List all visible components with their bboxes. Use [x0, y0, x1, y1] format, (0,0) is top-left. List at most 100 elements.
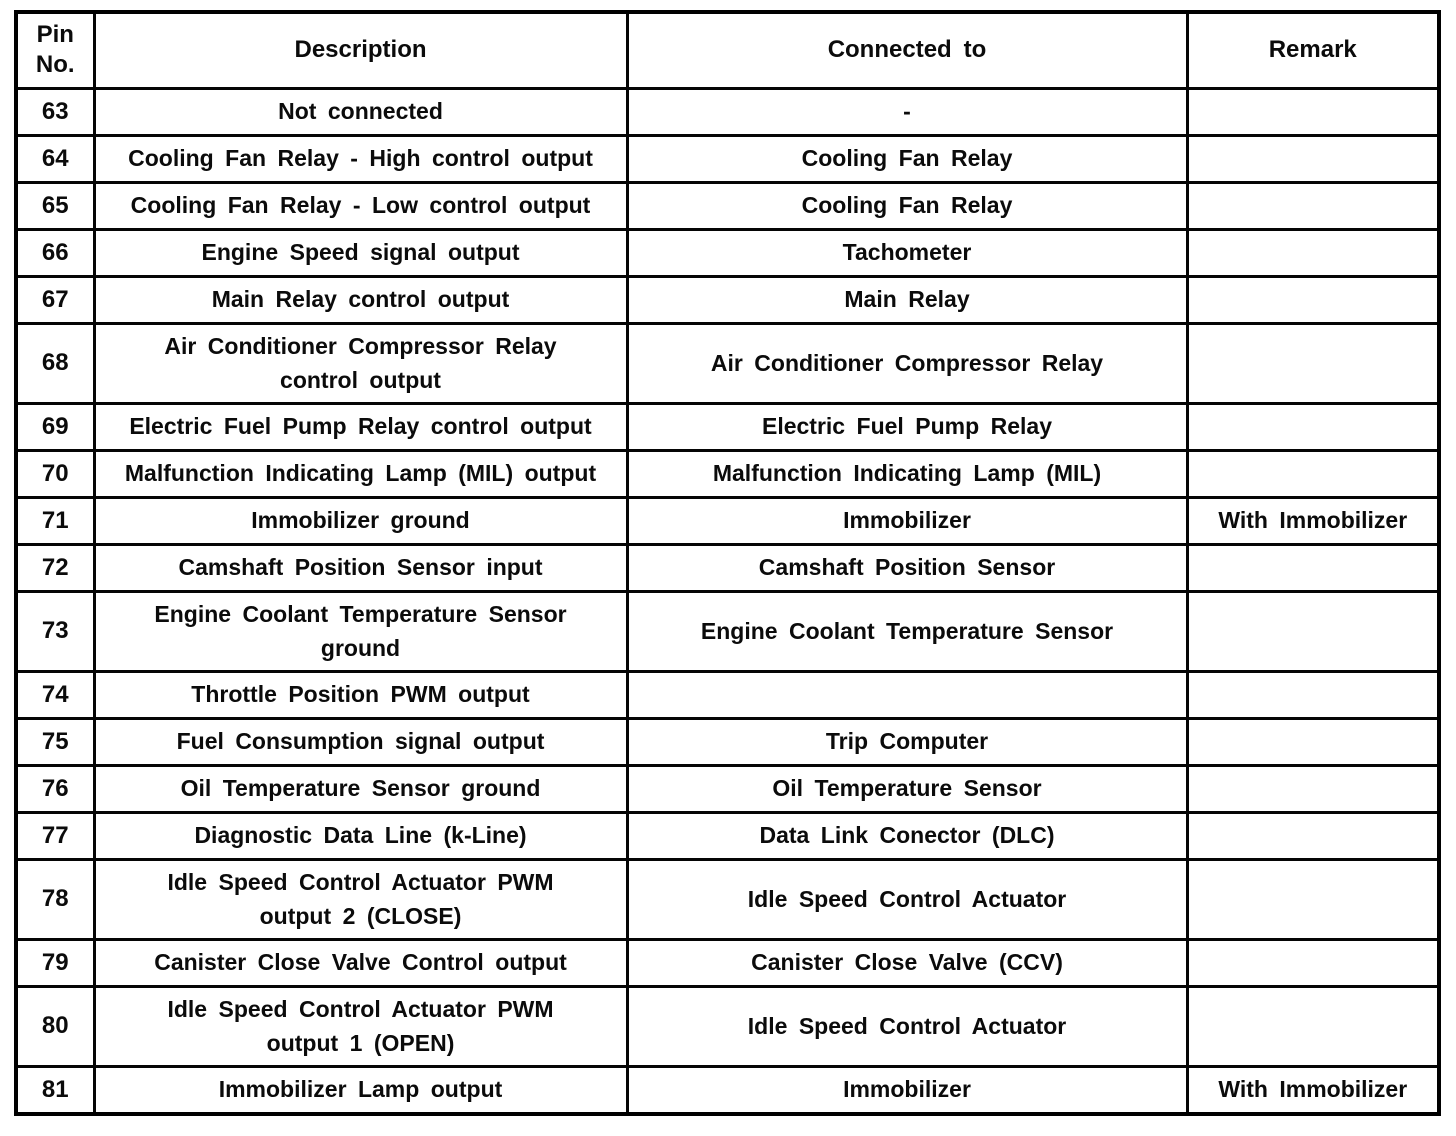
table-row: 63 Not connected - [14, 86, 1441, 137]
description-cell: Engine Speed signal output [92, 227, 629, 278]
remark-cell [1185, 763, 1441, 814]
connected-to-cell: Cooling Fan Relay [625, 133, 1189, 184]
pin-number-cell: 74 [14, 669, 96, 720]
table-row: 73 Engine Coolant Temperature Sensor gro… [14, 589, 1441, 673]
remark-cell [1185, 86, 1441, 137]
pin-number-cell: 63 [14, 86, 96, 137]
pin-number-cell: 71 [14, 495, 96, 546]
remark-cell: With Immobilizer [1185, 495, 1441, 546]
pin-number-cell: 78 [14, 857, 96, 941]
table-row: 75 Fuel Consumption signal output Trip C… [14, 716, 1441, 767]
connected-to-cell: Canister Close Valve (CCV) [625, 937, 1189, 988]
pin-number-cell: 81 [14, 1064, 96, 1115]
connected-to-cell: Malfunction Indicating Lamp (MIL) [625, 448, 1189, 499]
description-cell: Throttle Position PWM output [92, 669, 629, 720]
pin-number-cell: 77 [14, 810, 96, 861]
description-cell: Fuel Consumption signal output [92, 716, 629, 767]
remark-cell [1185, 274, 1441, 325]
connected-to-cell: Idle Speed Control Actuator [625, 984, 1189, 1068]
table-body: 63 Not connected - 64 Cooling Fan Relay … [14, 86, 1441, 1115]
remark-cell [1185, 937, 1441, 988]
connected-to-cell: Immobilizer [625, 495, 1189, 546]
pin-number-cell: 79 [14, 937, 96, 988]
table-row: 74 Throttle Position PWM output [14, 669, 1441, 720]
remark-cell [1185, 321, 1441, 405]
remark-cell [1185, 857, 1441, 941]
connected-to-cell: Engine Coolant Temperature Sensor [625, 589, 1189, 673]
table-row: 78 Idle Speed Control Actuator PWM outpu… [14, 857, 1441, 941]
table-row: 69 Electric Fuel Pump Relay control outp… [14, 401, 1441, 452]
table-row: 67 Main Relay control output Main Relay [14, 274, 1441, 325]
pin-number-cell: 66 [14, 227, 96, 278]
table-row: 79 Canister Close Valve Control output C… [14, 937, 1441, 988]
description-cell: Engine Coolant Temperature Sensor ground [92, 589, 629, 673]
description-cell: Cooling Fan Relay - High control output [92, 133, 629, 184]
col-header-pin-no: Pin No. [14, 10, 96, 90]
connected-to-cell: Tachometer [625, 227, 1189, 278]
description-cell: Not connected [92, 86, 629, 137]
pin-number-cell: 68 [14, 321, 96, 405]
header-row: Pin No. Description Connected to Remark [14, 10, 1441, 90]
table-row: 65 Cooling Fan Relay - Low control outpu… [14, 180, 1441, 231]
connected-to-cell: Idle Speed Control Actuator [625, 857, 1189, 941]
pin-number-cell: 70 [14, 448, 96, 499]
connected-to-cell [625, 669, 1189, 720]
description-cell: Cooling Fan Relay - Low control output [92, 180, 629, 231]
connected-to-cell: Air Conditioner Compressor Relay [625, 321, 1189, 405]
remark-cell [1185, 542, 1441, 593]
remark-cell [1185, 984, 1441, 1068]
pin-number-cell: 76 [14, 763, 96, 814]
table-row: 70 Malfunction Indicating Lamp (MIL) out… [14, 448, 1441, 499]
remark-cell [1185, 133, 1441, 184]
connected-to-cell: Oil Temperature Sensor [625, 763, 1189, 814]
description-cell: Electric Fuel Pump Relay control output [92, 401, 629, 452]
table-row: 81 Immobilizer Lamp output Immobilizer W… [14, 1064, 1441, 1115]
description-cell: Oil Temperature Sensor ground [92, 763, 629, 814]
remark-cell [1185, 448, 1441, 499]
table-row: 72 Camshaft Position Sensor input Camsha… [14, 542, 1441, 593]
connected-to-cell: Immobilizer [625, 1064, 1189, 1115]
connected-to-cell: Camshaft Position Sensor [625, 542, 1189, 593]
remark-cell [1185, 810, 1441, 861]
pin-number-cell: 69 [14, 401, 96, 452]
description-cell: Main Relay control output [92, 274, 629, 325]
pin-number-cell: 80 [14, 984, 96, 1068]
table-row: 80 Idle Speed Control Actuator PWM outpu… [14, 984, 1441, 1068]
remark-cell [1185, 227, 1441, 278]
pin-number-cell: 67 [14, 274, 96, 325]
description-cell: Malfunction Indicating Lamp (MIL) output [92, 448, 629, 499]
col-header-remark: Remark [1185, 10, 1441, 90]
remark-cell [1185, 716, 1441, 767]
pin-number-cell: 72 [14, 542, 96, 593]
table-row: 71 Immobilizer ground Immobilizer With I… [14, 495, 1441, 546]
table-row: 64 Cooling Fan Relay - High control outp… [14, 133, 1441, 184]
table-row: 66 Engine Speed signal output Tachometer [14, 227, 1441, 278]
description-cell: Immobilizer Lamp output [92, 1064, 629, 1115]
pin-number-cell: 64 [14, 133, 96, 184]
connected-to-cell: Cooling Fan Relay [625, 180, 1189, 231]
remark-cell [1185, 589, 1441, 673]
remark-cell [1185, 669, 1441, 720]
table-row: 68 Air Conditioner Compressor Relay cont… [14, 321, 1441, 405]
connected-to-cell: Electric Fuel Pump Relay [625, 401, 1189, 452]
table-row: 76 Oil Temperature Sensor ground Oil Tem… [14, 763, 1441, 814]
table-row: 77 Diagnostic Data Line (k-Line) Data Li… [14, 810, 1441, 861]
description-cell: Air Conditioner Compressor Relay control… [92, 321, 629, 405]
description-cell: Idle Speed Control Actuator PWM output 2… [92, 857, 629, 941]
remark-cell: With Immobilizer [1185, 1064, 1441, 1115]
pin-number-cell: 75 [14, 716, 96, 767]
description-cell: Canister Close Valve Control output [92, 937, 629, 988]
connected-to-cell: Trip Computer [625, 716, 1189, 767]
description-cell: Camshaft Position Sensor input [92, 542, 629, 593]
description-cell: Immobilizer ground [92, 495, 629, 546]
description-cell: Idle Speed Control Actuator PWM output 1… [92, 984, 629, 1068]
remark-cell [1185, 180, 1441, 231]
remark-cell [1185, 401, 1441, 452]
col-header-connected-to: Connected to [625, 10, 1189, 90]
pin-assignment-table: Pin No. Description Connected to Remark … [14, 10, 1441, 1116]
connected-to-cell: Main Relay [625, 274, 1189, 325]
col-header-description: Description [92, 10, 629, 90]
pin-number-cell: 73 [14, 589, 96, 673]
pin-number-cell: 65 [14, 180, 96, 231]
